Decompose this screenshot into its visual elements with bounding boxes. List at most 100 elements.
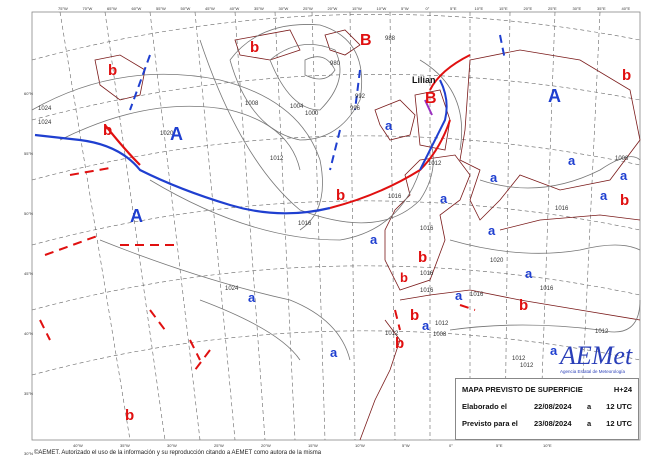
lon-tick-label: 70°W (83, 6, 93, 11)
lon-tick-label: 10°W (377, 6, 387, 11)
lon-tick-label: 30°W (279, 6, 289, 11)
logo-text: AEMet (560, 341, 633, 370)
forecast-a: a (587, 419, 592, 428)
lon-tick-label: 0° (449, 443, 453, 448)
low-pressure-center: b (125, 407, 134, 424)
logo-subtitle: Agencia Estatal de Meteorología (560, 369, 626, 374)
high-pressure-center: a (330, 345, 338, 360)
forecast-label: Previsto para el (462, 419, 518, 428)
isobar-label: 1016 (540, 286, 554, 292)
cold-front (34, 133, 331, 215)
isobar-label: 1016 (420, 271, 434, 277)
occluded-front (424, 99, 433, 116)
lon-tick-label: 25°W (303, 6, 313, 11)
high-pressure-center: a (620, 168, 628, 183)
fronts (34, 34, 506, 371)
lon-tick-label: 20°W (261, 443, 271, 448)
warm-front (429, 54, 471, 91)
copyright-footer: ©AEMET. Autorizado el uso de la informac… (34, 450, 322, 456)
isobar-label: 1016 (420, 288, 434, 294)
isobar-label: 1012 (512, 356, 526, 362)
lon-tick-label: 0° (426, 6, 430, 11)
high-pressure-center: a (370, 232, 378, 247)
isobar-label: 1012 (520, 363, 534, 369)
isobar-label: 980 (330, 61, 341, 67)
isobar-label: 992 (355, 94, 366, 100)
isobar-label: 1024 (38, 120, 52, 126)
lon-tick-label: 30°E (573, 6, 582, 11)
lon-tick-label: 10°W (355, 443, 365, 448)
lon-tick-label: 35°E (597, 6, 606, 11)
warm-front (104, 124, 141, 166)
lon-tick-label: 50°W (181, 6, 191, 11)
lon-tick-label: 75°W (58, 6, 68, 11)
lat-tick-label: 60°N (24, 91, 33, 96)
isobar-label: 1020 (490, 258, 504, 264)
lon-tick-label: 65°W (107, 6, 117, 11)
isobar-label: 1024 (38, 106, 52, 112)
lon-tick-label: 40°W (230, 6, 240, 11)
isobar-label: 1004 (290, 104, 304, 110)
high-pressure-center: A (130, 206, 143, 226)
graticule (31, 11, 641, 441)
high-pressure-center: a (490, 170, 498, 185)
lon-tick-label: 20°E (524, 6, 533, 11)
lon-tick-label: 5°E (450, 6, 457, 11)
isobar-label: 988 (385, 36, 396, 42)
lon-tick-label: 35°W (120, 443, 130, 448)
lon-tick-label: 45°W (205, 6, 215, 11)
lat-tick-label: 45°N (24, 271, 33, 276)
high-pressure-center: a (488, 223, 496, 238)
high-pressure-center: a (422, 318, 430, 333)
trough (129, 34, 506, 171)
lon-tick-label: 25°E (548, 6, 557, 11)
lon-tick-label: 15°W (352, 6, 362, 11)
isobar-label: 1012 (428, 161, 442, 167)
elaborated-label: Elaborado el (462, 402, 508, 411)
high-pressure-center: a (550, 343, 558, 358)
map-frame (31, 11, 641, 441)
lon-tick-label: 35°W (254, 6, 264, 11)
forecast-time: 12 UTC (606, 419, 632, 428)
elaborated-a: a (587, 402, 592, 411)
isobars (31, 24, 641, 361)
low-pressure-center: b (622, 67, 631, 84)
lon-tick-label: 15°E (499, 6, 508, 11)
low-pressure-center: b (400, 270, 408, 285)
lat-tick-label: 40°N (24, 331, 33, 336)
high-pressure-center: a (525, 266, 533, 281)
isobar-label: 1016 (298, 221, 312, 227)
isobar-label: 1008 (615, 156, 629, 162)
forecast-date: 23/08/2024 (534, 419, 572, 428)
isobar-label: 1008 (245, 101, 259, 107)
lat-tick-label: 55°N (24, 151, 33, 156)
lon-tick-label: 5°W (401, 6, 409, 11)
high-pressure-center: A (170, 124, 183, 144)
lat-tick-label: 35°N (24, 391, 33, 396)
lon-tick-label: 40°E (622, 6, 631, 11)
storm-label: Lilian (412, 75, 436, 85)
high-pressure-center: a (248, 290, 256, 305)
isobar-label: 1020 (160, 131, 174, 137)
lon-tick-label: 20°W (328, 6, 338, 11)
isobar-label: 1016 (388, 194, 402, 200)
isobar-label: 1012 (385, 331, 399, 337)
low-pressure-center: b (418, 249, 427, 266)
high-pressure-center: a (455, 288, 463, 303)
isobar-label: 1024 (225, 286, 239, 292)
lon-tick-label: 10°E (475, 6, 484, 11)
low-pressure-center: b (519, 297, 528, 314)
high-pressure-center: A (548, 86, 561, 106)
high-pressure-center: a (385, 118, 393, 133)
map-title: MAPA PREVISTO DE SUPERFICIE (462, 385, 583, 394)
cold-front (419, 79, 448, 171)
high-pressure-center: a (600, 188, 608, 203)
isobar-label: 1016 (420, 226, 434, 232)
lat-tick-label: 30°N (24, 451, 33, 456)
isobar-label: 1000 (305, 111, 319, 117)
lon-tick-label: 30°W (167, 443, 177, 448)
high-pressure-center: a (568, 153, 576, 168)
low-pressure-center: b (336, 187, 345, 204)
low-pressure-center: b (620, 192, 629, 209)
